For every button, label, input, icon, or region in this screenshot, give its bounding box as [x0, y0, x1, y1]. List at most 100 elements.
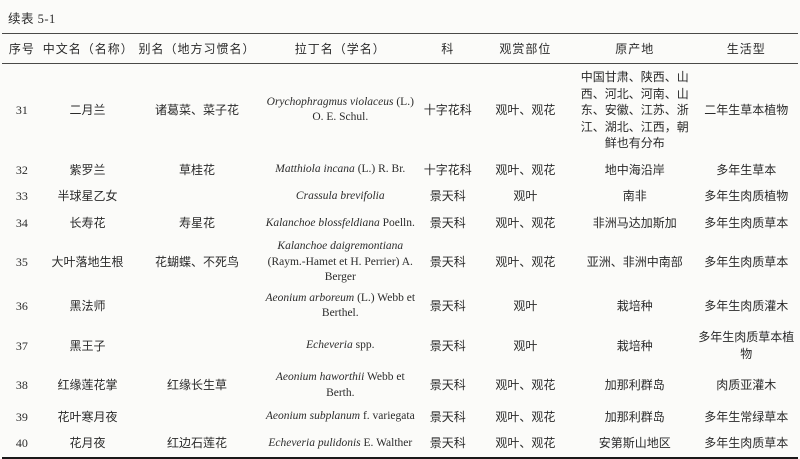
cell-life-form: 肉质亚灌木	[716, 378, 777, 393]
cell-chinese-name: 黑法师	[69, 298, 106, 313]
header-origin: 原产地	[575, 33, 695, 64]
cell-origin: 中国甘肃、陕西、山西、河北、河南、山东、安徽、江苏、浙江、湖北、江西，朝鲜也有分…	[580, 70, 689, 151]
header-serial: 序号	[2, 33, 42, 64]
cell-origin: 安第斯山地区	[598, 436, 671, 451]
cell-family: 景天科	[429, 215, 466, 230]
cell-alias	[133, 324, 260, 367]
cell-ornamental-part: 观叶、观花	[495, 103, 556, 118]
cell-chinese-name: 花月夜	[69, 436, 106, 451]
table-row: 34 长寿花 寿星花 Kalanchoe blossfeldiana Poelln. 景…	[2, 210, 798, 237]
cell-latin-name: Echeveria pulidonis E. Walther	[268, 436, 413, 449]
cell-serial: 38	[15, 378, 28, 393]
cell-life-form: 多年生肉质草本	[704, 215, 789, 230]
cell-origin: 加那利群岛	[604, 378, 665, 393]
cell-origin: 亚洲、非洲中南部	[586, 254, 683, 269]
cell-serial: 36	[15, 298, 28, 313]
cell-alias	[133, 288, 260, 324]
cell-alias: 花蝴蝶、不死鸟	[155, 254, 240, 269]
cell-life-form: 多年生肉质草本植物	[698, 330, 795, 361]
cell-serial: 35	[15, 254, 28, 269]
cell-ornamental-part: 观叶、观花	[495, 409, 556, 424]
header-family: 科	[419, 33, 476, 64]
table-row: 31 二月兰 诸葛菜、菜子花 Orychophragmus violaceus (L.…	[2, 64, 798, 157]
scanned-page: 续表 5-1 序号 中文名（名称） 别名（地方习惯名） 拉丁名（学名） 科 观赏…	[2, 12, 798, 459]
cell-ornamental-part: 观叶、观花	[495, 215, 556, 230]
cell-latin-name: Aeonium subplanum f. variegata	[265, 410, 415, 423]
cell-chinese-name: 紫罗兰	[69, 162, 106, 177]
cell-chinese-name: 黑王子	[69, 338, 106, 353]
cell-chinese-name: 二月兰	[69, 103, 106, 118]
header-alias: 别名（地方习惯名）	[133, 33, 261, 64]
cell-latin-name: Aeonium arboreum (L.) Webb et Berthel.	[265, 291, 416, 320]
cell-latin-name: Kalanchoe blossfeldiana Poelln.	[265, 216, 415, 229]
cell-origin: 地中海沿岸	[604, 162, 665, 177]
cell-family: 景天科	[429, 298, 466, 313]
table-header-row: 序号 中文名（名称） 别名（地方习惯名） 拉丁名（学名） 科 观赏部位 原产地 …	[2, 33, 798, 64]
cell-origin: 南非	[622, 189, 647, 204]
cell-ornamental-part: 观叶	[513, 189, 538, 204]
cell-origin: 非洲马达加斯加	[592, 215, 677, 230]
header-ornamental-part: 观赏部位	[475, 33, 576, 64]
cell-family: 景天科	[429, 338, 466, 353]
cell-alias: 寿星花	[179, 215, 216, 230]
cell-ornamental-part: 观叶、观花	[495, 162, 556, 177]
table-row: 37 黑王子 Echeveria spp. 景天科 观叶 栽培种 多年生肉质草本植物	[2, 324, 798, 367]
header-latin-name: 拉丁名（学名）	[260, 33, 420, 64]
cell-family: 十字花科	[423, 103, 472, 118]
cell-family: 景天科	[429, 436, 466, 451]
table-body: 31 二月兰 诸葛菜、菜子花 Orychophragmus violaceus (L.…	[2, 64, 798, 458]
cell-ornamental-part: 观叶、观花	[495, 378, 556, 393]
table-row: 33 半球星乙女 Crassula brevifolia 景天科 观叶 南非 多年生肉质植物	[2, 183, 798, 210]
cell-alias: 诸葛菜、菜子花	[155, 103, 240, 118]
cell-serial: 39	[15, 409, 28, 424]
table-row: 35 大叶落地生根 花蝴蝶、不死鸟 Kalanchoe daigremontiana …	[2, 236, 798, 288]
cell-family: 景天科	[429, 409, 466, 424]
cell-alias: 红边石莲花	[167, 436, 228, 451]
cell-origin: 栽培种	[616, 338, 653, 353]
cell-latin-name: Orychophragmus violaceus (L.) O. E. Schu…	[266, 96, 414, 124]
cell-serial: 31	[15, 103, 28, 118]
cell-chinese-name: 半球星乙女	[57, 189, 118, 204]
cell-latin-name: Crassula brevifolia	[295, 189, 385, 202]
cell-chinese-name: 大叶落地生根	[51, 254, 124, 269]
header-chinese-name: 中文名（名称）	[41, 33, 134, 64]
cell-life-form: 多年生肉质植物	[704, 189, 789, 204]
table-row: 39 花叶寒月夜 Aeonium subplanum f. variegata 景天科…	[2, 404, 798, 431]
cell-serial: 32	[15, 162, 28, 177]
table-row: 36 黑法师 Aeonium arboreum (L.) Webb et Berth…	[2, 288, 798, 324]
cell-chinese-name: 长寿花	[69, 215, 106, 230]
cell-serial: 37	[15, 338, 28, 353]
cell-ornamental-part: 观叶、观花	[495, 254, 556, 269]
cell-family: 十字花科	[423, 162, 472, 177]
cell-life-form: 多年生常绿草本	[704, 409, 789, 424]
cell-life-form: 多年生肉质草本	[704, 436, 789, 451]
cell-life-form: 二年生草本植物	[704, 103, 789, 118]
cell-serial: 33	[15, 189, 28, 204]
plant-table: 序号 中文名（名称） 别名（地方习惯名） 拉丁名（学名） 科 观赏部位 原产地 …	[2, 33, 798, 459]
table-row: 38 红缘莲花掌 红缘长生草 Aeonium haworthii Webb et Be…	[2, 367, 798, 403]
cell-ornamental-part: 观叶	[513, 298, 538, 313]
cell-family: 景天科	[429, 378, 466, 393]
cell-alias: 草桂花	[179, 162, 216, 177]
cell-alias	[133, 404, 260, 431]
header-life-form: 生活型	[694, 33, 798, 64]
cell-family: 景天科	[429, 189, 466, 204]
table-row: 32 紫罗兰 草桂花 Matthiola incana (L.) R. Br. 十字花科…	[2, 157, 798, 184]
table-row: 40 花月夜 红边石莲花 Echeveria pulidonis E. Walther…	[2, 430, 798, 458]
cell-serial: 34	[15, 215, 28, 230]
cell-ornamental-part: 观叶、观花	[495, 436, 556, 451]
cell-latin-name: Matthiola incana (L.) R. Br.	[275, 163, 406, 176]
cell-alias	[133, 183, 260, 210]
cell-origin: 加那利群岛	[604, 409, 665, 424]
table-caption: 续表 5-1	[8, 12, 56, 26]
cell-latin-name: Echeveria spp.	[306, 339, 375, 352]
cell-ornamental-part: 观叶	[513, 338, 538, 353]
cell-latin-name: Aeonium haworthii Webb et Berth.	[275, 371, 405, 399]
cell-chinese-name: 花叶寒月夜	[57, 409, 118, 424]
cell-life-form: 多年生肉质灌木	[704, 298, 789, 313]
cell-life-form: 多年生肉质草本	[704, 254, 789, 269]
cell-serial: 40	[15, 436, 28, 451]
cell-origin: 栽培种	[616, 298, 653, 313]
cell-family: 景天科	[429, 254, 466, 269]
cell-latin-name: Kalanchoe daigremontiana (Raym.-Hamet et…	[267, 240, 413, 283]
